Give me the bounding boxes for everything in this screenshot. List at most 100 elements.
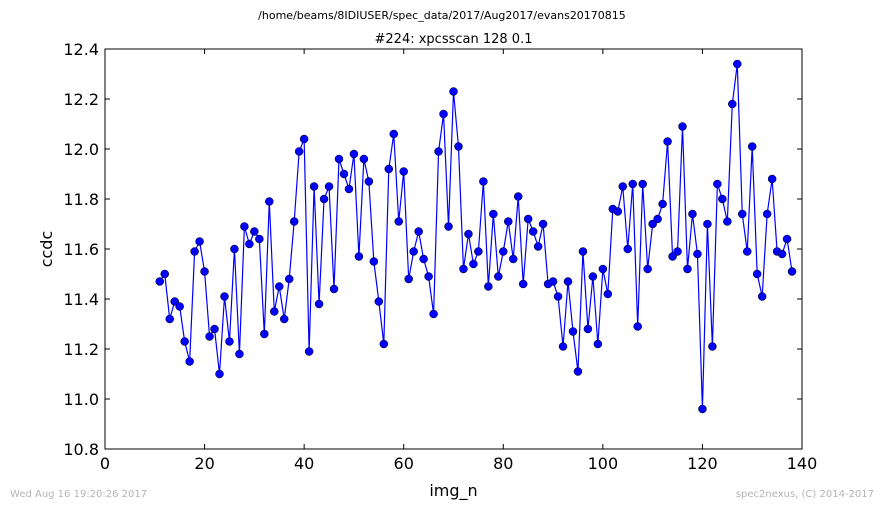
data-point <box>225 337 234 346</box>
data-point <box>379 339 389 349</box>
data-point <box>618 182 628 191</box>
data-point <box>404 274 413 284</box>
data-point <box>723 217 732 226</box>
data-point <box>369 257 379 266</box>
data-point <box>155 277 165 286</box>
y-tick-label: 11.6 <box>63 240 99 259</box>
data-point <box>439 109 448 119</box>
data-point <box>613 207 623 216</box>
data-point <box>688 209 697 219</box>
data-point <box>215 369 224 379</box>
data-point <box>787 267 797 276</box>
data-point <box>494 272 503 281</box>
data-point <box>424 272 433 281</box>
data-point <box>289 217 299 226</box>
data-point <box>394 217 403 226</box>
data-point <box>314 299 324 309</box>
data-point <box>568 327 578 336</box>
data-point <box>718 194 727 204</box>
data-point <box>409 247 418 256</box>
data-point <box>444 222 453 231</box>
data-point <box>329 284 339 294</box>
data-point <box>304 347 314 356</box>
data-point <box>504 217 513 226</box>
data-point <box>399 167 408 176</box>
x-tick-label: 20 <box>194 454 214 473</box>
data-point <box>528 227 538 236</box>
data-point <box>603 289 613 299</box>
data-point <box>245 239 254 249</box>
data-point <box>653 214 662 224</box>
data-point <box>190 247 199 256</box>
data-point <box>663 137 672 146</box>
data-point <box>742 247 752 256</box>
data-point <box>419 254 428 264</box>
data-point <box>160 269 169 279</box>
x-tick-label: 60 <box>394 454 414 473</box>
data-point <box>449 87 458 96</box>
footer-credit: spec2nexus, (C) 2014-2017 <box>735 489 874 500</box>
data-point <box>777 249 787 259</box>
data-point <box>693 249 702 259</box>
data-point <box>738 209 747 219</box>
data-point <box>210 324 219 334</box>
data-point <box>279 314 289 324</box>
y-tick-label: 11.0 <box>63 390 99 409</box>
data-point <box>518 279 528 289</box>
data-point <box>334 154 344 164</box>
data-point <box>299 134 309 144</box>
data-point <box>364 177 374 186</box>
y-axis-label: ccdc <box>37 231 56 268</box>
data-point <box>484 282 493 291</box>
data-point <box>578 247 588 256</box>
data-point <box>633 322 642 331</box>
data-point <box>429 309 438 319</box>
data-point <box>354 252 364 261</box>
file-path-title: /home/beams/8IDIUSER/spec_data/2017/Aug2… <box>258 9 626 22</box>
data-point <box>548 277 558 286</box>
y-tick-label: 11.2 <box>63 340 99 359</box>
data-point <box>573 367 583 376</box>
data-point <box>762 209 772 219</box>
data-point <box>474 247 483 256</box>
data-point <box>230 244 239 254</box>
data-point <box>683 264 692 274</box>
data-point <box>389 129 399 139</box>
y-tick-label: 12.0 <box>63 140 99 159</box>
data-point <box>757 292 767 301</box>
chart-title: #224: xpcsscan 128 0.1 <box>375 32 533 47</box>
data-point <box>294 147 304 156</box>
data-point <box>255 234 264 244</box>
data-point <box>538 219 548 229</box>
plot-frame <box>104 48 803 450</box>
data-point <box>464 229 473 239</box>
data-point <box>638 179 647 189</box>
data-point <box>728 99 737 109</box>
data-point <box>508 254 518 264</box>
data-point <box>265 197 274 206</box>
data-point <box>270 307 279 316</box>
y-tick-label: 11.4 <box>63 290 99 309</box>
data-point <box>235 349 244 359</box>
data-point <box>658 199 667 209</box>
data-point <box>698 404 707 414</box>
data-point <box>384 164 394 174</box>
data-point <box>250 227 259 236</box>
data-point <box>165 314 174 324</box>
data-point <box>349 149 359 159</box>
data-point <box>703 219 712 229</box>
data-point <box>513 192 523 201</box>
data-point <box>713 179 722 189</box>
data-point <box>623 244 632 254</box>
data-point <box>284 274 294 284</box>
x-tick-label: 80 <box>493 454 513 473</box>
y-tick-label: 11.8 <box>63 190 99 209</box>
data-point <box>454 142 463 151</box>
data-point <box>220 292 229 301</box>
data-point <box>747 142 757 151</box>
plot-marks <box>155 59 797 414</box>
data-point <box>359 154 369 164</box>
data-point <box>479 177 488 186</box>
data-point <box>200 267 209 276</box>
data-point <box>339 169 349 179</box>
